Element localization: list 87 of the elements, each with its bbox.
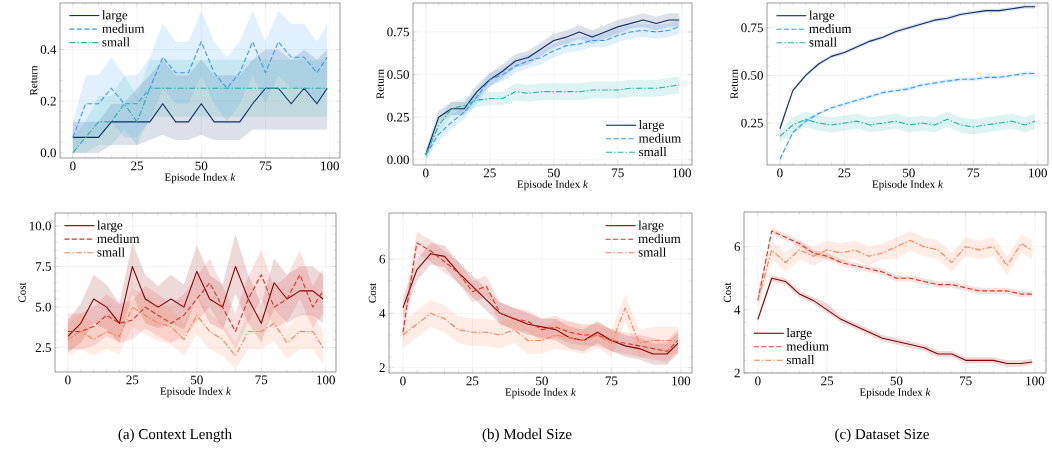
- x-axis-title: Episode Index k: [872, 180, 944, 191]
- x-tick-label: 75: [605, 376, 618, 386]
- y-tick-label: 0.75: [741, 23, 763, 33]
- x-tick-label: 50: [890, 376, 903, 386]
- legend-label: small: [809, 37, 837, 47]
- y-axis-title: Return: [730, 69, 738, 99]
- x-axis-title: Episode Index k: [517, 180, 589, 191]
- legend-label: large: [97, 220, 123, 233]
- line-series: [67, 266, 324, 337]
- y-tick-label: 0.50: [741, 71, 763, 80]
- x-tick-label: 25: [821, 376, 834, 386]
- legend-label: medium: [786, 341, 829, 351]
- legend-label: medium: [102, 23, 145, 33]
- y-tick-label: 0.0: [40, 148, 56, 158]
- x-tick-label: 100: [317, 375, 335, 385]
- x-tick-label: 100: [672, 376, 691, 386]
- y-tick-label: 2.5: [35, 343, 51, 353]
- x-tick-label: 50: [191, 375, 203, 385]
- line-series: [67, 274, 324, 332]
- legend-label: small: [639, 147, 667, 157]
- text: (c) Dataset Size: [835, 428, 929, 443]
- x-tick-label: 0: [423, 168, 429, 178]
- legend-label: large: [786, 328, 812, 340]
- y-tick-label: 0.2: [40, 96, 56, 106]
- legend-label: small: [786, 355, 815, 365]
- x-tick-label: 100: [1026, 376, 1045, 386]
- line-series: [67, 306, 324, 357]
- legend-label: small: [102, 37, 130, 47]
- y-tick-label: 0.00: [387, 155, 409, 165]
- legend-label: large: [638, 220, 664, 233]
- x-tick-label: 50: [195, 161, 208, 171]
- x-axis-title: Episode Index k: [859, 388, 931, 399]
- y-tick-label: 2: [379, 363, 385, 372]
- x-tick-label: 25: [466, 376, 479, 386]
- legend-label: medium: [97, 233, 140, 244]
- x-axis-title: Episode Index k: [164, 173, 236, 184]
- x-tick-label: 100: [1029, 168, 1047, 178]
- x-tick-label: 75: [259, 161, 272, 171]
- legend-label: medium: [638, 133, 682, 143]
- y-tick-label: 7.5: [36, 262, 51, 271]
- text: (b) Model Size: [482, 428, 572, 443]
- x-tick-label: 100: [321, 161, 339, 171]
- line-series: [779, 118, 1036, 137]
- x-tick-label: 0: [70, 161, 76, 171]
- y-tick-label: 5.0: [35, 302, 51, 312]
- x-tick-label: 50: [536, 376, 548, 386]
- legend-label: medium: [638, 233, 681, 244]
- x-tick-label: 0: [400, 376, 406, 386]
- y-tick-label: 4: [379, 309, 386, 318]
- legend-label: small: [97, 247, 125, 257]
- legend-label: small: [638, 247, 667, 257]
- y-axis-title: Return: [30, 65, 38, 96]
- y-axis-title: Return: [376, 69, 384, 99]
- legend-label: large: [638, 120, 664, 132]
- y-tick-label: 4: [734, 305, 741, 315]
- x-tick-label: 0: [777, 168, 783, 178]
- legend-label: large: [809, 10, 835, 23]
- x-tick-label: 100: [673, 168, 692, 178]
- y-tick-label: 0.50: [387, 70, 409, 80]
- y-tick-label: 0.25: [387, 112, 409, 122]
- legend-label: large: [102, 10, 128, 23]
- y-tick-label: 0.25: [741, 118, 763, 128]
- y-axis-title: Cost: [18, 282, 26, 303]
- x-tick-label: 0: [65, 375, 71, 385]
- x-tick-label: 75: [612, 168, 624, 178]
- x-tick-label: 50: [903, 168, 915, 178]
- legend-label: medium: [809, 23, 852, 34]
- x-axis-title: Episode Index k: [505, 388, 577, 399]
- y-axis-title: Cost: [723, 282, 732, 303]
- x-tick-label: 25: [838, 168, 851, 178]
- y-tick-label: 10.0: [29, 221, 51, 231]
- text: (a) Context Length: [118, 428, 232, 443]
- x-tick-label: 25: [131, 161, 144, 171]
- x-tick-label: 50: [548, 168, 560, 178]
- y-tick-label: 0.75: [387, 27, 409, 37]
- y-tick-label: 6: [379, 254, 386, 264]
- y-tick-label: 6: [734, 242, 741, 252]
- y-axis-title: Cost: [368, 282, 377, 303]
- x-tick-label: 75: [967, 168, 980, 178]
- x-tick-label: 25: [126, 375, 139, 385]
- y-tick-label: 0.4: [40, 45, 57, 54]
- x-axis-title: Episode Index k: [160, 387, 232, 398]
- y-tick-label: 2: [734, 368, 740, 378]
- x-tick-label: 25: [483, 168, 496, 178]
- x-tick-label: 0: [755, 376, 761, 386]
- x-tick-label: 75: [255, 375, 268, 385]
- x-tick-label: 75: [960, 376, 972, 386]
